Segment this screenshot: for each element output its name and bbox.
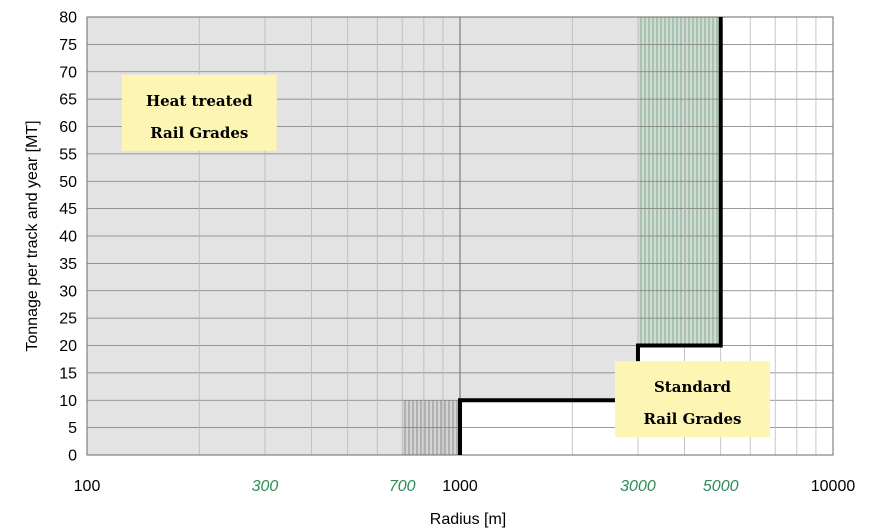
x-tick-label: 3000 — [620, 478, 656, 495]
y-tick-label: 15 — [59, 365, 77, 382]
y-tick-label: 45 — [59, 201, 77, 218]
y-tick-label: 65 — [59, 92, 77, 109]
annotation-box-2 — [614, 361, 770, 438]
x-tick-label: 300 — [252, 478, 279, 495]
annotation-text: Heat treated — [146, 92, 253, 110]
y-tick-label: 0 — [68, 448, 77, 465]
x-axis-title: Radius [m] — [430, 511, 506, 528]
y-tick-label: 75 — [59, 37, 77, 54]
y-tick-label: 40 — [59, 229, 77, 246]
x-tick-label: 700 — [389, 478, 416, 495]
annotation-text: Standard — [654, 378, 731, 396]
y-tick-label: 80 — [59, 10, 77, 27]
axes-layer: Radius [m] Tonnage per track and year [M… — [24, 10, 855, 529]
annotation-text: Rail Grades — [643, 410, 741, 428]
y-tick-label: 30 — [59, 283, 77, 300]
y-tick-label: 20 — [59, 338, 77, 355]
y-tick-label: 70 — [59, 64, 77, 81]
y-tick-label: 55 — [59, 146, 77, 163]
annotation-text: Rail Grades — [150, 124, 248, 142]
y-tick-label: 10 — [59, 393, 77, 410]
annotations-layer: Heat treated Rail Grades Standard Rail Grad… — [121, 74, 770, 438]
x-tick-label: 10000 — [811, 478, 856, 495]
y-tick-label: 50 — [59, 174, 77, 191]
y-tick-label: 60 — [59, 119, 77, 136]
x-tick-label: 100 — [74, 478, 101, 495]
x-tick-label: 1000 — [442, 478, 478, 495]
y-tick-label: 25 — [59, 311, 77, 328]
y-tick-label: 35 — [59, 256, 77, 273]
y-axis-title: Tonnage per track and year [MT] — [24, 120, 41, 351]
x-tick-label: 5000 — [703, 478, 739, 495]
y-tick-label: 5 — [68, 420, 77, 437]
annotation-box-1 — [121, 74, 277, 151]
